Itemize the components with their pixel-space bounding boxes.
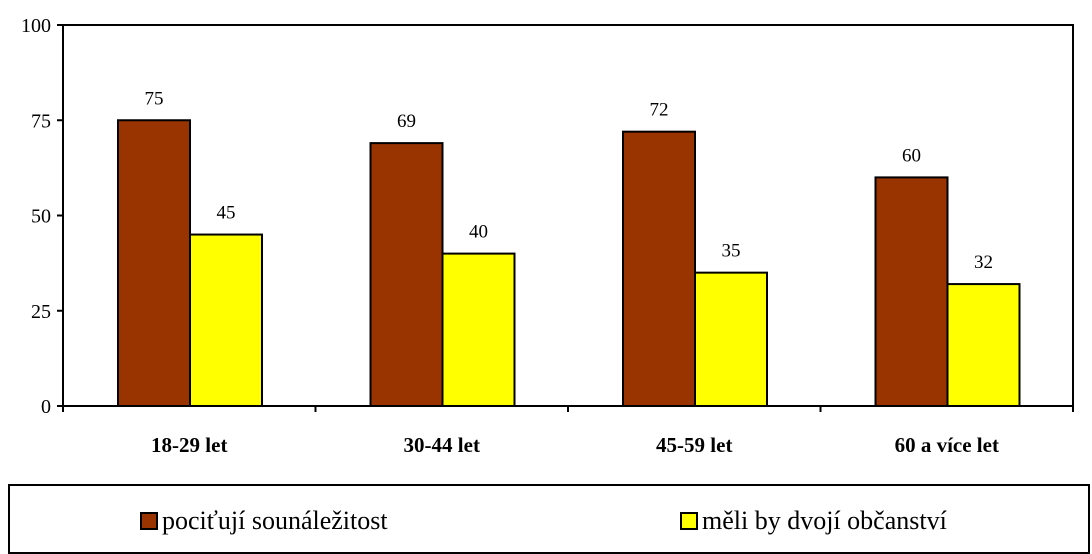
data-label: 35 [722, 241, 741, 262]
y-axis: 0 25 50 75 100 [21, 15, 63, 418]
x-category-label: 60 a více let [895, 433, 999, 457]
legend-swatch-series-2 [680, 512, 698, 530]
x-category-label: 45-59 let [656, 433, 732, 457]
bar-series-2 [441, 252, 516, 407]
bar-series-1 [117, 119, 191, 407]
data-label: 45 [217, 203, 236, 224]
data-label: 75 [145, 88, 164, 109]
x-category-label: 30-44 let [404, 433, 480, 457]
bar-series-1 [874, 176, 949, 407]
bar-series-2 [189, 233, 263, 407]
legend-label-series-1: pociťují sounáležitost [162, 506, 388, 535]
data-label: 40 [469, 222, 488, 243]
data-label: 69 [397, 111, 416, 132]
legend-item-series-2: měli by dvojí občanství [680, 508, 947, 534]
bar-series-2 [694, 271, 768, 407]
y-tick-label: 0 [41, 396, 51, 418]
x-axis: 18-29 let 30-44 let 45-59 let 60 a více let [62, 406, 1074, 457]
y-tick-label: 25 [31, 301, 51, 323]
x-category-label: 18-29 let [151, 433, 227, 457]
legend-label-series-2: měli by dvojí občanství [702, 506, 947, 535]
data-labels: 75 69 72 60 45 40 35 32 [145, 88, 994, 273]
bar-series-1 [622, 130, 696, 407]
y-tick-label: 50 [31, 206, 51, 228]
y-tick-label: 100 [21, 15, 51, 37]
data-label: 32 [974, 252, 993, 273]
bars [117, 119, 1021, 408]
bar-series-2 [946, 283, 1021, 407]
data-label: 60 [902, 145, 921, 166]
legend: pociťují sounáležitost měli by dvojí obč… [8, 484, 1090, 554]
data-label: 72 [650, 100, 669, 121]
legend-swatch-series-1 [140, 512, 158, 530]
bar-series-1 [369, 142, 444, 408]
bar-chart: 0 25 50 75 100 18-29 let 30-44 let 45-59 let 60… [21, 15, 1074, 457]
y-tick-label: 75 [31, 110, 51, 132]
legend-item-series-1: pociťují sounáležitost [140, 508, 388, 534]
